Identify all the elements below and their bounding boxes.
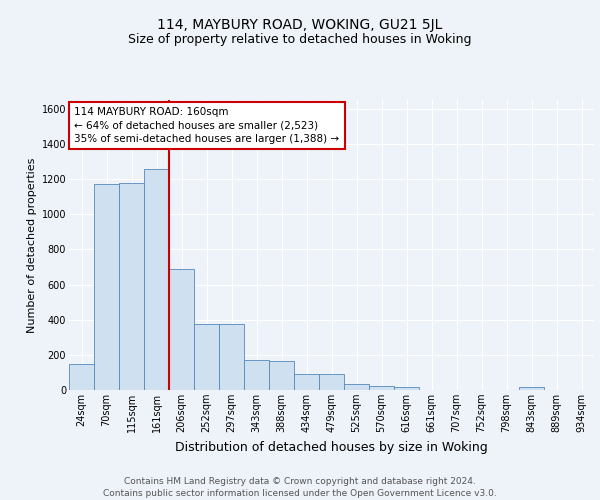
Bar [394, 388, 419, 390]
Bar [169, 268, 194, 390]
Bar [319, 374, 344, 390]
Text: Size of property relative to detached houses in Woking: Size of property relative to detached ho… [128, 32, 472, 46]
X-axis label: Distribution of detached houses by size in Woking: Distribution of detached houses by size … [175, 440, 488, 454]
Y-axis label: Number of detached properties: Number of detached properties [28, 158, 37, 332]
Bar [369, 386, 394, 390]
Bar [219, 324, 244, 390]
Text: 114, MAYBURY ROAD, WOKING, GU21 5JL: 114, MAYBURY ROAD, WOKING, GU21 5JL [157, 18, 443, 32]
Bar [519, 388, 544, 390]
Text: Contains HM Land Registry data © Crown copyright and database right 2024.
Contai: Contains HM Land Registry data © Crown c… [103, 476, 497, 498]
Bar [294, 374, 319, 390]
Bar [269, 361, 294, 390]
Bar [94, 184, 119, 390]
Bar [144, 168, 169, 390]
Bar [69, 364, 94, 390]
Bar [344, 384, 369, 390]
Bar [194, 324, 219, 390]
Text: 114 MAYBURY ROAD: 160sqm
← 64% of detached houses are smaller (2,523)
35% of sem: 114 MAYBURY ROAD: 160sqm ← 64% of detach… [74, 108, 340, 144]
Bar [119, 184, 144, 390]
Bar [244, 360, 269, 390]
